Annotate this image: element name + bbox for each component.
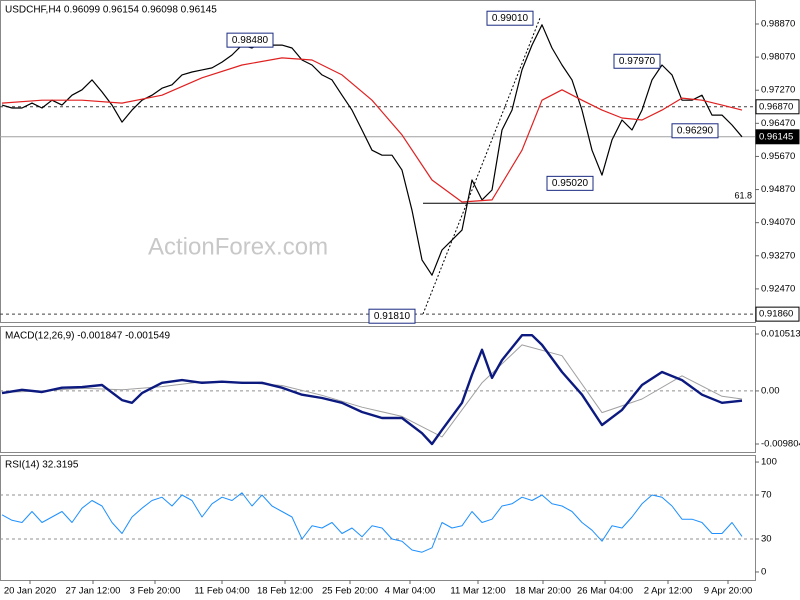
price-label: 0.96290 bbox=[677, 125, 714, 136]
level-label: 0.96145 bbox=[759, 131, 793, 142]
y-tick-label: -0.009804 bbox=[761, 439, 800, 450]
level-box bbox=[755, 129, 800, 145]
y-tick-label: 0.95670 bbox=[761, 151, 795, 162]
y-tick-label: 0.96470 bbox=[761, 118, 795, 129]
x-tick-label: 25 Feb 20:00 bbox=[322, 586, 378, 597]
y-tick-label: 0.93270 bbox=[761, 250, 795, 261]
series-line bbox=[1, 334, 743, 446]
price-label: 0.98480 bbox=[232, 35, 269, 46]
y-tick-label: 0.97270 bbox=[761, 85, 795, 96]
y-tick-label: 0.94070 bbox=[761, 217, 795, 228]
y-tick-label: 0 bbox=[761, 566, 766, 577]
y-tick-label: 30 bbox=[761, 534, 772, 545]
series-line bbox=[1, 57, 743, 203]
price-label: 0.97970 bbox=[619, 56, 656, 67]
price-label-box bbox=[613, 53, 661, 69]
y-tick-label: 100 bbox=[761, 457, 777, 468]
fib-label: 61.8 bbox=[734, 191, 752, 201]
y-tick-label: 0.00 bbox=[761, 385, 780, 396]
x-tick-label: 20 Jan 2020 bbox=[4, 586, 56, 597]
x-tick-label: 26 Mar 04:00 bbox=[577, 586, 633, 597]
price-label-box bbox=[486, 10, 534, 26]
level-box bbox=[755, 306, 800, 322]
y-tick-label: 0.98070 bbox=[761, 52, 795, 63]
series-line bbox=[1, 344, 743, 438]
price-label: 0.91810 bbox=[374, 311, 411, 322]
series-line bbox=[1, 492, 743, 553]
x-tick-label: 18 Feb 12:00 bbox=[257, 586, 313, 597]
panel-title: USDCHF,H4 0.96099 0.96154 0.96098 0.9614… bbox=[5, 5, 217, 16]
y-tick-label: 0.94870 bbox=[761, 184, 795, 195]
y-tick-label: 0.98870 bbox=[761, 19, 795, 30]
x-tick-label: 11 Feb 04:00 bbox=[194, 586, 249, 597]
level-label: 0.91860 bbox=[759, 309, 793, 320]
panel-title: MACD(12,26,9) -0.001847 -0.001549 bbox=[5, 331, 171, 342]
x-tick-label: 9 Apr 20:00 bbox=[704, 586, 753, 597]
price-label-box bbox=[368, 308, 416, 324]
panel-title: RSI(14) 32.3195 bbox=[5, 460, 79, 471]
trend-line bbox=[422, 17, 541, 315]
level-label: 0.96870 bbox=[759, 101, 793, 112]
x-tick-label: 27 Jan 12:00 bbox=[66, 586, 121, 597]
x-tick-label: 4 Mar 04:00 bbox=[385, 586, 436, 597]
series-line bbox=[1, 24, 743, 276]
price-label-box bbox=[226, 32, 274, 48]
panel-frame bbox=[0, 455, 756, 581]
y-tick-label: 70 bbox=[761, 490, 772, 501]
x-tick-label: 11 Mar 12:00 bbox=[450, 586, 505, 597]
x-tick-label: 3 Feb 20:00 bbox=[130, 586, 181, 597]
y-tick-label: 0.010513 bbox=[761, 329, 800, 340]
panel-frame bbox=[0, 0, 756, 323]
watermark: ActionForex.com bbox=[148, 233, 328, 260]
x-tick-label: 2 Apr 12:00 bbox=[644, 586, 693, 597]
level-box bbox=[755, 99, 800, 115]
price-label-box bbox=[671, 123, 719, 139]
price-label: 0.99010 bbox=[492, 13, 529, 24]
x-tick-label: 18 Mar 20:00 bbox=[515, 586, 571, 597]
y-tick-label: 0.92470 bbox=[761, 283, 795, 294]
price-label: 0.95020 bbox=[552, 178, 589, 189]
price-label-box bbox=[546, 175, 594, 191]
